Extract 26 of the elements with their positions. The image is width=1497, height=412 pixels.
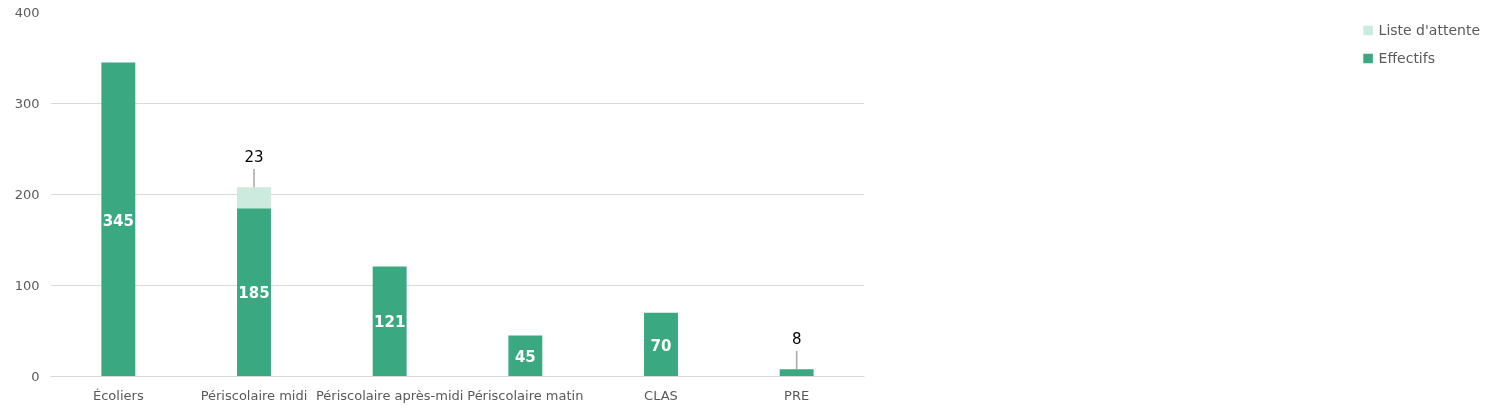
legend-label: Liste d'attente	[1378, 22, 1480, 38]
data-label: 23	[244, 147, 264, 166]
bar	[372, 266, 407, 377]
x-tick-label: PRE	[784, 387, 810, 403]
data-label: 8	[791, 329, 802, 348]
bar	[237, 208, 271, 377]
x-tick-label: Périscolaire midi	[200, 387, 308, 403]
data-label: 121	[374, 313, 406, 332]
bar	[237, 187, 271, 209]
y-tick-label: 400	[14, 5, 40, 20]
x-tick-label: Périscolaire matin	[467, 387, 584, 403]
x-tick-label: Périscolaire après-midi	[315, 387, 464, 403]
data-label: 345	[102, 211, 134, 230]
y-tick-label: 100	[14, 278, 40, 293]
data-label: 185	[238, 284, 270, 303]
data-label: 70	[650, 336, 672, 355]
bar	[101, 62, 136, 377]
x-tick-label: CLAS	[644, 387, 678, 403]
y-tick-label: 200	[14, 187, 40, 202]
bar	[779, 369, 814, 377]
y-tick-label: 300	[14, 96, 40, 111]
legend-label: Effectifs	[1378, 50, 1435, 66]
data-label: 45	[514, 348, 536, 367]
x-tick-label: Écoliers	[93, 387, 144, 403]
y-tick-label: 0	[31, 369, 40, 384]
bar	[644, 312, 678, 377]
